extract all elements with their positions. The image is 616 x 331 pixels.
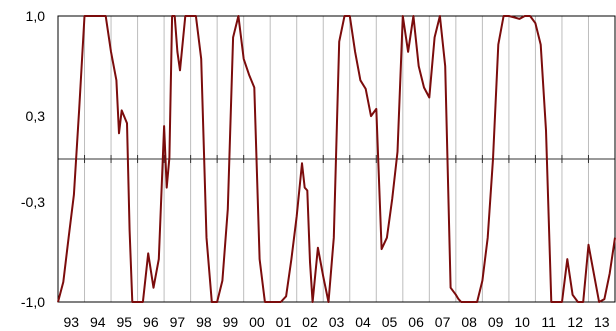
x-tick-label: 04 <box>355 314 371 330</box>
y-axis-tick-labels: 1,0 0,3 -0,3 -1,0 <box>21 8 45 310</box>
x-tick-label: 13 <box>594 314 610 330</box>
x-tick-label: 07 <box>435 314 451 330</box>
x-tick-label: 00 <box>249 314 265 330</box>
x-tick-label: 96 <box>143 314 159 330</box>
x-axis-tick-labels: 93 94 95 96 97 98 99 00 01 02 03 04 05 06 07 08 09 10 11 12… <box>63 314 609 330</box>
x-tick-label: 01 <box>276 314 292 330</box>
x-tick-label: 93 <box>63 314 79 330</box>
x-tick-label: 94 <box>90 314 106 330</box>
x-tick-label: 10 <box>514 314 530 330</box>
x-tick-label: 06 <box>408 314 424 330</box>
y-tick-label: -0,3 <box>21 194 45 210</box>
x-tick-label: 12 <box>567 314 583 330</box>
series-line <box>57 15 616 303</box>
plot-frame <box>57 15 616 303</box>
x-tick-label: 11 <box>541 314 556 330</box>
x-tick-label: 08 <box>461 314 477 330</box>
series-layer <box>57 15 616 303</box>
x-tick-label: 97 <box>170 314 186 330</box>
x-tick-label: 02 <box>302 314 318 330</box>
y-tick-label: 0,3 <box>26 108 46 124</box>
x-tick-label: 95 <box>117 314 133 330</box>
x-tick-label: 05 <box>382 314 398 330</box>
x-tick-label: 99 <box>223 314 239 330</box>
x-tick-label: 98 <box>196 314 212 330</box>
x-tick-label: 09 <box>488 314 504 330</box>
y-tick-label: 1,0 <box>26 8 46 24</box>
y-tick-label: -1,0 <box>21 294 45 310</box>
x-tick-label: 03 <box>329 314 345 330</box>
